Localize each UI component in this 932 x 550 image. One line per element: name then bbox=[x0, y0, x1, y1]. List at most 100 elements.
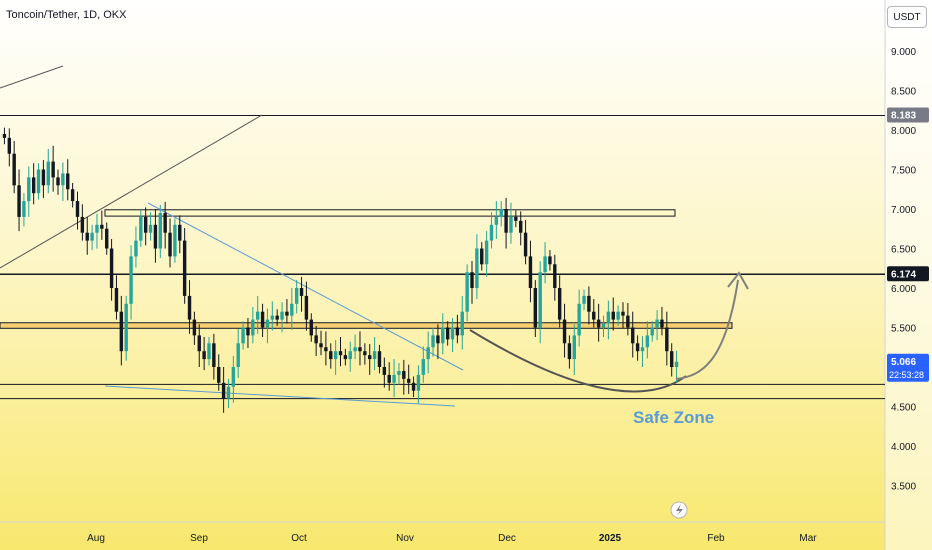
x-tick-label: Feb bbox=[707, 533, 725, 544]
candle-body bbox=[348, 351, 352, 360]
candle-body bbox=[601, 323, 606, 328]
candle-body bbox=[484, 240, 489, 265]
candle-body bbox=[299, 288, 304, 296]
candle-body bbox=[192, 319, 197, 336]
candle-body bbox=[416, 374, 421, 391]
candle-body bbox=[333, 351, 338, 360]
candle-body bbox=[640, 347, 645, 352]
candle-body bbox=[173, 224, 177, 257]
candle-body bbox=[445, 327, 450, 340]
candle-body bbox=[51, 161, 55, 178]
candle-body bbox=[46, 161, 50, 186]
candle-body bbox=[202, 351, 206, 360]
price-label-value: 8.183 bbox=[891, 111, 916, 122]
candle-body bbox=[358, 347, 362, 352]
y-tick-label: 8.000 bbox=[891, 126, 916, 137]
candle-body bbox=[611, 311, 615, 320]
trendline bbox=[0, 114, 263, 269]
candle-body bbox=[343, 355, 348, 360]
candle-body bbox=[431, 335, 435, 348]
candle-body bbox=[246, 327, 250, 336]
candle-body bbox=[109, 248, 114, 288]
candle-body bbox=[402, 370, 406, 379]
candle-body bbox=[70, 189, 75, 202]
candle-body bbox=[187, 295, 192, 320]
candle-body bbox=[509, 216, 513, 233]
candle-body bbox=[426, 347, 430, 360]
zone-support bbox=[0, 322, 733, 329]
candle-body bbox=[523, 232, 528, 257]
candle-body bbox=[80, 216, 85, 233]
candle-body bbox=[119, 311, 124, 352]
rounded-bottom-curve bbox=[469, 329, 687, 393]
candle-body bbox=[158, 212, 162, 249]
candle-body bbox=[212, 343, 216, 367]
candle-body bbox=[650, 327, 654, 336]
y-tick-label: 9.000 bbox=[891, 47, 916, 58]
candle-body bbox=[519, 220, 523, 233]
candle-body bbox=[553, 264, 557, 288]
candle-body bbox=[17, 185, 21, 217]
candle-body bbox=[674, 361, 679, 367]
x-tick-label: Dec bbox=[498, 533, 516, 544]
candle-body bbox=[75, 201, 80, 217]
candle-body bbox=[134, 240, 138, 257]
candle-body bbox=[56, 177, 60, 186]
candle-body bbox=[338, 351, 343, 356]
candle-body bbox=[207, 343, 211, 360]
candle-body bbox=[543, 256, 547, 273]
candle-body bbox=[596, 319, 601, 328]
candle-body bbox=[582, 295, 586, 304]
candle-body bbox=[324, 347, 328, 352]
candle-body bbox=[197, 335, 201, 352]
y-tick-label: 4.500 bbox=[891, 403, 916, 414]
candle-body bbox=[606, 311, 611, 324]
candle-body bbox=[645, 335, 650, 348]
price-label-box bbox=[887, 353, 929, 382]
candle-body bbox=[314, 335, 318, 344]
y-tick-label: 5.500 bbox=[891, 324, 916, 335]
x-tick-label: Nov bbox=[396, 533, 414, 544]
candle-body bbox=[221, 382, 226, 399]
candle-body bbox=[226, 386, 231, 399]
candle-body bbox=[2, 133, 7, 138]
candle-body bbox=[294, 288, 299, 304]
x-tick-label: Mar bbox=[799, 533, 817, 544]
candle-body bbox=[635, 343, 640, 352]
candle-body bbox=[36, 169, 41, 194]
price-label-box bbox=[887, 107, 929, 123]
trendline bbox=[104, 385, 456, 407]
candle-body bbox=[616, 311, 620, 320]
candle-body bbox=[100, 224, 104, 229]
candle-body bbox=[27, 177, 31, 202]
candle-body bbox=[372, 351, 377, 360]
x-tick-label: Sep bbox=[190, 533, 208, 544]
candle-body bbox=[168, 232, 172, 257]
candle-body bbox=[406, 378, 411, 383]
candle-body bbox=[217, 367, 221, 383]
candle-body bbox=[309, 319, 313, 336]
candle-body bbox=[577, 303, 581, 336]
candle-body bbox=[368, 355, 372, 360]
candle-body bbox=[436, 335, 440, 344]
candle-body bbox=[572, 335, 576, 360]
y-tick-label: 8.500 bbox=[891, 87, 916, 98]
projection-arrowhead bbox=[727, 271, 749, 290]
y-tick-label: 3.500 bbox=[891, 482, 916, 493]
candle-body bbox=[494, 216, 499, 225]
candle-body bbox=[480, 248, 484, 265]
candle-body bbox=[275, 315, 279, 320]
currency-button[interactable]: USDT bbox=[887, 6, 927, 28]
candle-body bbox=[592, 311, 596, 320]
y-tick-label: 4.000 bbox=[891, 442, 916, 453]
x-tick-label: Aug bbox=[87, 533, 105, 544]
candle-body bbox=[411, 382, 416, 391]
flash-icon[interactable] bbox=[670, 501, 688, 519]
candle-body bbox=[450, 327, 455, 340]
candle-body bbox=[377, 351, 382, 367]
candle-body bbox=[12, 153, 16, 186]
candle-body bbox=[562, 319, 567, 344]
trendline bbox=[0, 65, 64, 89]
